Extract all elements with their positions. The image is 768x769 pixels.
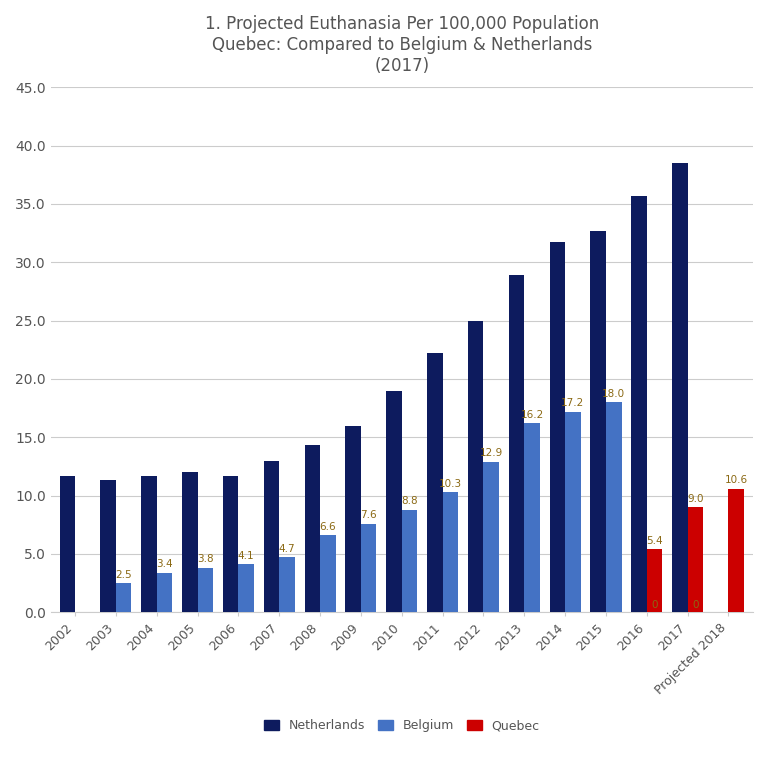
- Bar: [468, 321, 484, 612]
- Text: 0: 0: [692, 600, 699, 610]
- Bar: [141, 476, 157, 612]
- Bar: [223, 476, 238, 612]
- Text: 0: 0: [651, 600, 658, 610]
- Text: 12.9: 12.9: [479, 448, 503, 458]
- Bar: [484, 461, 499, 612]
- Bar: [101, 481, 116, 612]
- Bar: [729, 488, 744, 612]
- Text: 6.6: 6.6: [319, 521, 336, 531]
- Bar: [591, 231, 606, 612]
- Bar: [346, 425, 361, 612]
- Text: 18.0: 18.0: [602, 389, 625, 399]
- Bar: [305, 445, 320, 612]
- Bar: [157, 573, 172, 612]
- Text: 4.7: 4.7: [279, 544, 296, 554]
- Text: 16.2: 16.2: [521, 410, 544, 420]
- Text: 2.5: 2.5: [115, 570, 132, 580]
- Title: 1. Projected Euthanasia Per 100,000 Population
Quebec: Compared to Belgium & Net: 1. Projected Euthanasia Per 100,000 Popu…: [205, 15, 599, 75]
- Bar: [550, 242, 565, 612]
- Bar: [280, 558, 295, 612]
- Bar: [197, 568, 214, 612]
- Bar: [116, 583, 131, 612]
- Bar: [427, 353, 442, 612]
- Text: 10.6: 10.6: [725, 475, 748, 485]
- Bar: [182, 472, 197, 612]
- Bar: [631, 196, 647, 612]
- Bar: [672, 163, 687, 612]
- Text: 3.4: 3.4: [156, 559, 173, 569]
- Bar: [606, 402, 621, 612]
- Text: 9.0: 9.0: [687, 494, 703, 504]
- Bar: [508, 275, 525, 612]
- Bar: [647, 549, 662, 612]
- Text: 8.8: 8.8: [401, 496, 418, 506]
- Text: 5.4: 5.4: [646, 536, 663, 546]
- Bar: [687, 508, 703, 612]
- Text: 17.2: 17.2: [561, 398, 584, 408]
- Bar: [442, 492, 458, 612]
- Bar: [320, 535, 336, 612]
- Bar: [263, 461, 280, 612]
- Bar: [386, 391, 402, 612]
- Bar: [525, 423, 540, 612]
- Bar: [402, 510, 417, 612]
- Bar: [361, 524, 376, 612]
- Legend: Netherlands, Belgium, Quebec: Netherlands, Belgium, Quebec: [259, 714, 545, 737]
- Bar: [238, 564, 254, 612]
- Text: 7.6: 7.6: [360, 510, 377, 520]
- Text: 4.1: 4.1: [238, 551, 254, 561]
- Text: 3.8: 3.8: [197, 554, 214, 564]
- Bar: [60, 476, 75, 612]
- Bar: [565, 411, 581, 612]
- Text: 10.3: 10.3: [439, 478, 462, 488]
